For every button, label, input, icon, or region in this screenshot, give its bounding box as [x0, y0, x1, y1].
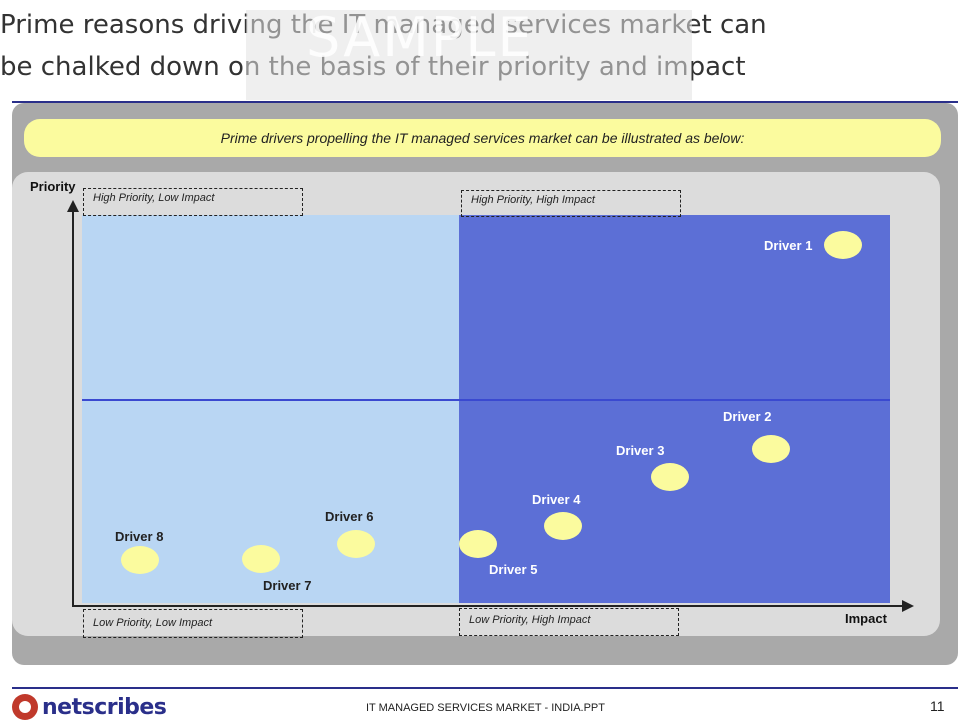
driver-7-bubble [242, 545, 280, 573]
driver-4-label: Driver 4 [532, 492, 581, 507]
x-axis-arrow-icon [902, 600, 914, 612]
quadrant-label-high-priority-high-impact: High Priority, High Impact [461, 190, 681, 217]
driver-6-label: Driver 6 [325, 509, 374, 524]
driver-2-bubble [752, 435, 790, 463]
quadrant-label-high-priority-low-impact: High Priority, Low Impact [83, 188, 303, 216]
driver-7-label: Driver 7 [263, 578, 312, 593]
y-axis [72, 210, 74, 607]
y-axis-label: Priority [30, 179, 76, 194]
y-axis-arrow-icon [67, 200, 79, 212]
driver-5-bubble [459, 530, 497, 558]
driver-3-bubble [651, 463, 689, 491]
logo-text: netscribes [42, 694, 167, 720]
driver-2-label: Driver 2 [723, 409, 772, 424]
driver-3-label: Driver 3 [616, 443, 665, 458]
quadrant-label-low-priority-low-impact: Low Priority, Low Impact [83, 609, 303, 638]
driver-1-label: Driver 1 [764, 238, 813, 253]
header-divider [12, 101, 958, 103]
x-axis-label: Impact [845, 611, 887, 626]
high-impact-region [459, 215, 890, 603]
logo-icon [12, 694, 38, 720]
driver-8-label: Driver 8 [115, 529, 164, 544]
quadrant-label-low-priority-high-impact: Low Priority, High Impact [459, 608, 679, 636]
driver-5-label: Driver 5 [489, 562, 538, 577]
footer-document-name: IT MANAGED SERVICES MARKET - INDIA.PPT [366, 702, 605, 714]
sample-watermark: SAMPLE [246, 6, 692, 100]
driver-8-bubble [121, 546, 159, 574]
low-impact-region [82, 215, 459, 603]
page-number: 11 [930, 698, 945, 714]
x-axis [72, 605, 904, 607]
watermark-text: SAMPLE [306, 6, 534, 69]
driver-1-bubble [824, 231, 862, 259]
driver-4-bubble [544, 512, 582, 540]
driver-6-bubble [337, 530, 375, 558]
footer-divider [12, 687, 958, 689]
intro-banner: Prime drivers propelling the IT managed … [24, 119, 941, 157]
priority-divider-line [82, 399, 890, 401]
netscribes-logo: netscribes [12, 692, 167, 722]
